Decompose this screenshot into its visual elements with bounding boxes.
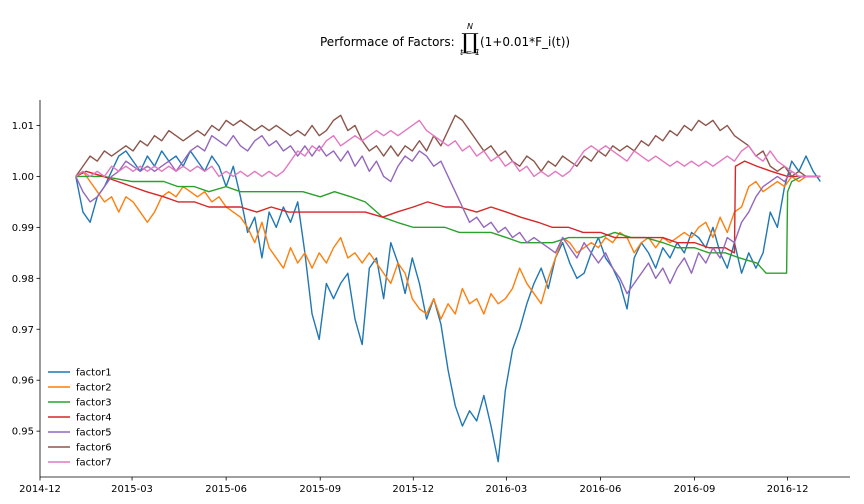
- legend: factor1 factor2 factor3 factor4 factor5 facto…: [48, 368, 112, 469]
- title-prod-lower: t = 1: [460, 48, 480, 57]
- series-line-factor3: [75, 175, 821, 274]
- x-tick-label: 2016-12: [767, 484, 809, 495]
- y-tick-label: 0.98: [12, 274, 34, 285]
- series-line-factor7: [75, 119, 821, 178]
- y-tick-label: 0.96: [12, 376, 34, 387]
- title-prefix: Performace of Factors:: [320, 35, 455, 49]
- legend-label-factor5: factor5: [76, 428, 112, 439]
- y-tick-label: 1.00: [12, 172, 34, 183]
- legend-label-factor6: factor6: [76, 443, 112, 454]
- title-suffix: (1+0.01*F_i(t)): [480, 35, 570, 49]
- legend-label-factor1: factor1: [76, 368, 112, 379]
- x-tick-label: 2016-06: [580, 484, 622, 495]
- legend-label-factor3: factor3: [76, 398, 112, 409]
- x-tick-label: 2016-03: [485, 484, 527, 495]
- x-tick-label: 2015-09: [299, 484, 341, 495]
- chart-title: Performace of Factors: N ∏ t = 1 (1+0.01…: [320, 22, 570, 57]
- x-tick-label: 2015-12: [392, 484, 434, 495]
- series-line-factor2: [75, 170, 821, 320]
- x-tick-label: 2014-12: [19, 484, 61, 495]
- x-tick-label: 2016-09: [674, 484, 716, 495]
- y-tick-label: 0.99: [12, 223, 34, 234]
- legend-label-factor7: factor7: [76, 458, 112, 469]
- title-prod-upper: N: [467, 22, 473, 31]
- legend-label-factor2: factor2: [76, 383, 112, 394]
- y-tick-label: 0.97: [12, 325, 34, 336]
- x-tick-label: 2015-03: [111, 484, 153, 495]
- series-line-factor4: [75, 160, 821, 254]
- x-tick-label: 2015-06: [205, 484, 247, 495]
- series-line-factor6: [75, 114, 821, 178]
- legend-label-factor4: factor4: [76, 413, 112, 424]
- y-tick-label: 1.01: [12, 121, 34, 132]
- axes: 0.95 0.96 0.97 0.98 0.99 1.00 1.01 2014-12 2015-…: [12, 100, 850, 495]
- title-prod-symbol: ∏: [461, 30, 479, 55]
- series-line-factor1: [75, 150, 821, 463]
- y-tick-label: 0.95: [12, 427, 34, 438]
- series-line-factor5: [75, 134, 821, 295]
- series-layer: [75, 114, 821, 463]
